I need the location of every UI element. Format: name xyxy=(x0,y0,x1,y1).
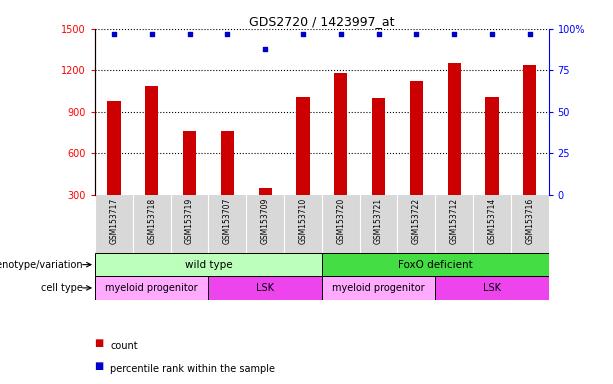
Text: GSM153716: GSM153716 xyxy=(525,198,535,244)
Point xyxy=(260,46,270,52)
Text: GSM153707: GSM153707 xyxy=(223,198,232,244)
Text: cell type: cell type xyxy=(41,283,83,293)
Title: GDS2720 / 1423997_at: GDS2720 / 1423997_at xyxy=(249,15,395,28)
Point xyxy=(109,31,119,37)
Bar xyxy=(409,81,423,237)
Bar xyxy=(372,98,385,237)
Text: GSM153718: GSM153718 xyxy=(147,198,156,244)
Text: GSM153717: GSM153717 xyxy=(109,198,118,244)
Text: GSM153714: GSM153714 xyxy=(487,198,497,244)
Point xyxy=(298,31,308,37)
Text: ■: ■ xyxy=(95,338,107,348)
Text: GSM153722: GSM153722 xyxy=(412,198,421,244)
Bar xyxy=(95,253,322,276)
Bar xyxy=(95,276,208,300)
Point xyxy=(223,31,232,37)
Bar xyxy=(208,276,322,300)
Text: GSM153712: GSM153712 xyxy=(449,198,459,244)
Text: myeloid progenitor: myeloid progenitor xyxy=(105,283,198,293)
Point xyxy=(147,31,156,37)
Text: GSM153720: GSM153720 xyxy=(336,198,345,244)
Point xyxy=(525,31,535,37)
Bar xyxy=(296,97,310,237)
Point xyxy=(411,31,421,37)
Bar xyxy=(259,188,272,237)
Text: percentile rank within the sample: percentile rank within the sample xyxy=(110,364,275,374)
Bar xyxy=(334,73,348,237)
Text: genotype/variation: genotype/variation xyxy=(0,260,83,270)
Bar xyxy=(447,63,461,237)
Bar xyxy=(145,86,158,237)
Point xyxy=(373,31,384,37)
Bar xyxy=(322,276,435,300)
Text: FoxO deficient: FoxO deficient xyxy=(398,260,473,270)
Point xyxy=(449,31,459,37)
Bar xyxy=(322,253,549,276)
Point xyxy=(185,31,194,37)
Point xyxy=(487,31,497,37)
Bar xyxy=(183,131,196,237)
Text: count: count xyxy=(110,341,138,351)
Bar xyxy=(523,65,536,237)
Text: LSK: LSK xyxy=(483,283,501,293)
Text: GSM153719: GSM153719 xyxy=(185,198,194,244)
Point xyxy=(336,31,346,37)
Text: GSM153709: GSM153709 xyxy=(261,198,270,244)
Bar xyxy=(107,101,121,237)
Text: GSM153710: GSM153710 xyxy=(299,198,308,244)
Text: myeloid progenitor: myeloid progenitor xyxy=(332,283,425,293)
Text: LSK: LSK xyxy=(256,283,274,293)
Bar xyxy=(485,97,498,237)
Text: wild type: wild type xyxy=(185,260,232,270)
Text: GSM153721: GSM153721 xyxy=(374,198,383,244)
Text: ■: ■ xyxy=(95,361,107,371)
Bar xyxy=(221,131,234,237)
Bar xyxy=(435,276,549,300)
